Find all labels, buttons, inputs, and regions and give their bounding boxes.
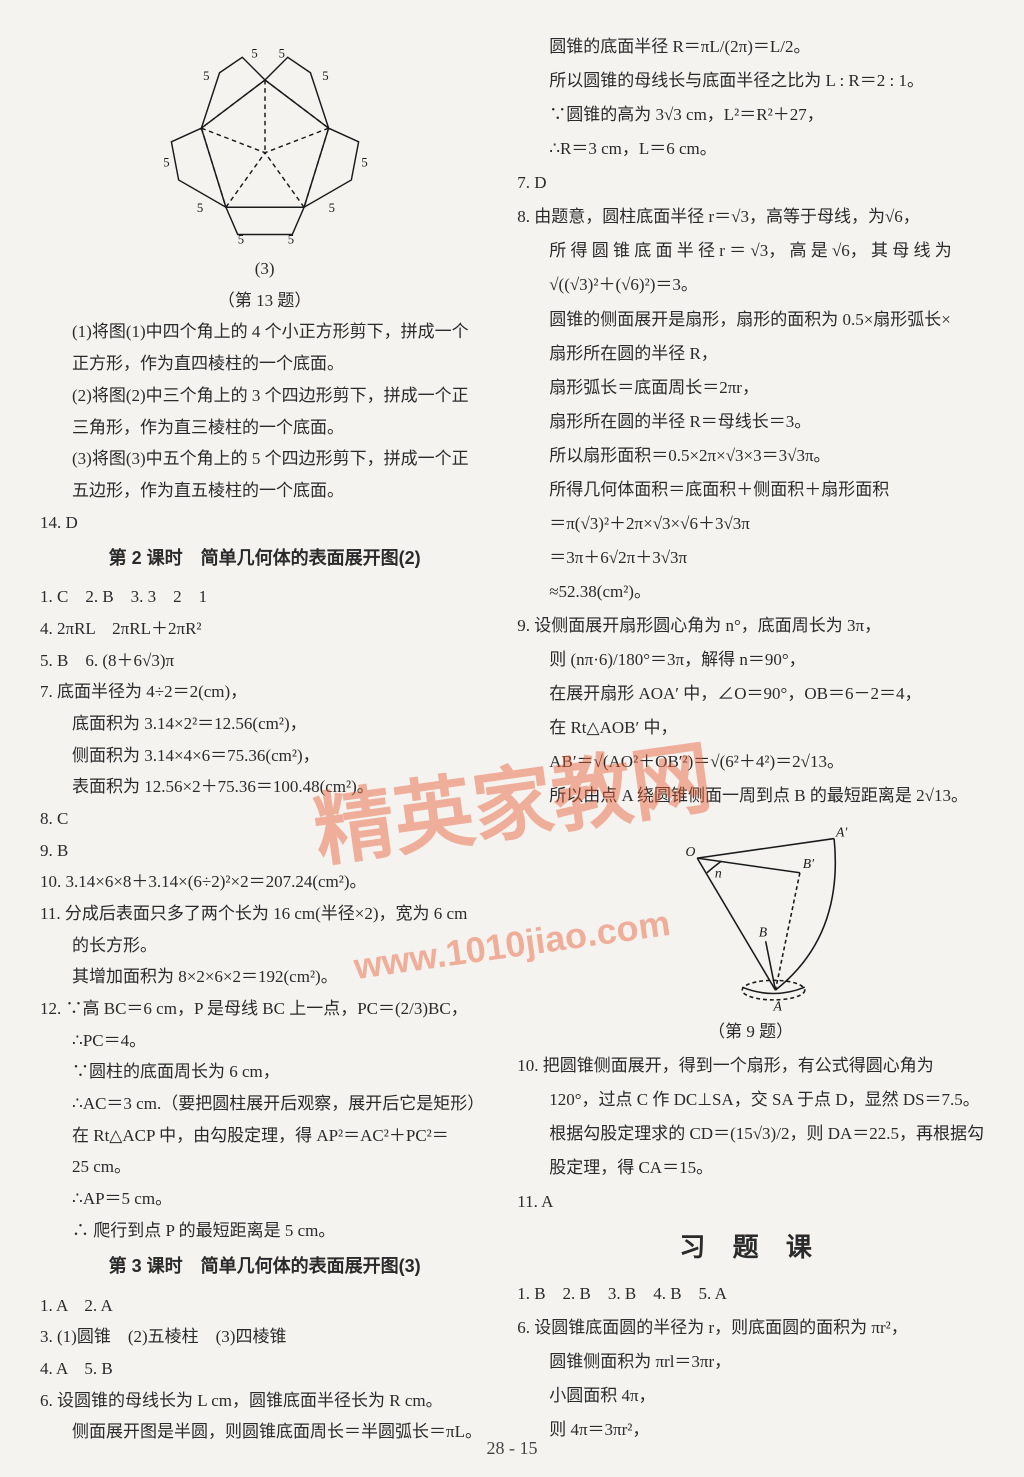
svg-text:n: n — [714, 866, 721, 881]
text: 其增加面积为 8×2×6×2＝192(cm²)。 — [40, 960, 489, 992]
text: ∴R＝3 cm，L＝6 cm。 — [517, 132, 984, 166]
text: 8. C — [40, 802, 489, 834]
text: 5. B 6. (8＋6√3)π — [40, 644, 489, 676]
text: (3)将图(3)中五个角上的 5 个四边形剪下，拼成一个正 — [40, 442, 489, 474]
text: 10. 把圆锥侧面展开，得到一个扇形，有公式得圆心角为 — [517, 1049, 984, 1083]
text: ＝3π＋6√2π＋3√3π — [517, 541, 984, 575]
left-column: 5 5 5 5 5 5 5 5 5 5 (3) （第 13 题） (1)将图(1)中四个角… — [40, 30, 489, 1447]
svg-text:5: 5 — [322, 69, 328, 83]
text: 120°，过点 C 作 DC⊥SA，交 SA 于点 D，显然 DS＝7.5。 — [517, 1083, 984, 1117]
text: ＝π(√3)²＋2π×√3×√6＋3√3π — [517, 507, 984, 541]
text: 小圆面积 4π， — [517, 1379, 984, 1413]
text: 所以由点 A 绕圆锥侧面一周到点 B 的最短距离是 2√13。 — [517, 779, 984, 813]
right-column: 圆锥的底面半径 R＝πL/(2π)＝L/2。 所以圆锥的母线长与底面半径之比为 … — [517, 30, 984, 1447]
svg-text:5: 5 — [278, 46, 284, 60]
text: (2)将图(2)中三个角上的 3 个四边形剪下，拼成一个正 — [40, 379, 489, 411]
fig9-caption: （第 9 题） — [517, 1015, 984, 1049]
text: ∴AC＝3 cm.（要把圆柱展开后观察，展开后它是矩形） — [40, 1087, 489, 1119]
svg-text:5: 5 — [251, 46, 257, 60]
text: 1. B 2. B 3. B 4. B 5. A — [517, 1277, 984, 1311]
text: ≈52.38(cm²)。 — [517, 575, 984, 609]
text: 五边形，作为直五棱柱的一个底面。 — [40, 474, 489, 506]
text: 所以圆锥的母线长与底面半径之比为 L : R＝2 : 1。 — [517, 64, 984, 98]
text: 底面积为 3.14×2²＝12.56(cm²)， — [40, 707, 489, 739]
text: (1)将图(1)中四个角上的 4 个小正方形剪下，拼成一个 — [40, 315, 489, 347]
text: 表面积为 12.56×2＋75.36＝100.48(cm²)。 — [40, 770, 489, 802]
svg-text:A: A — [772, 999, 782, 1014]
text: 则 (nπ·6)/180°＝3π，解得 n＝90°， — [517, 643, 984, 677]
svg-text:O: O — [685, 845, 695, 860]
svg-text:B: B — [758, 925, 767, 940]
text: 8. 由题意，圆柱底面半径 r＝√3，高等于母线，为√6， — [517, 200, 984, 234]
text: 扇形所在圆的半径 R， — [517, 337, 984, 371]
text: 在展开扇形 AOA′ 中，∠O＝90°，OB＝6－2＝4， — [517, 677, 984, 711]
svg-text:5: 5 — [287, 233, 293, 247]
text: 10. 3.14×6×8＋3.14×(6÷2)²×2＝207.24(cm²)。 — [40, 865, 489, 897]
text: 3. (1)圆锥 (2)五棱柱 (3)四棱锥 — [40, 1320, 489, 1352]
text: 11. 分成后表面只多了两个长为 16 cm(半径×2)，宽为 6 cm — [40, 897, 489, 929]
svg-text:5: 5 — [196, 201, 202, 215]
text: ∴ 爬行到点 P 的最短距离是 5 cm。 — [40, 1214, 489, 1246]
text: 在 Rt△AOB′ 中， — [517, 711, 984, 745]
text: 4. 2πRL 2πRL＋2πR² — [40, 612, 489, 644]
text: 11. A — [517, 1185, 984, 1219]
text: ∴AP＝5 cm。 — [40, 1182, 489, 1214]
text: 25 cm。 — [40, 1150, 489, 1182]
svg-text:B′: B′ — [802, 856, 814, 871]
page-container: 5 5 5 5 5 5 5 5 5 5 (3) （第 13 题） (1)将图(1)中四个角… — [40, 30, 984, 1447]
text: 4. A 5. B — [40, 1352, 489, 1384]
svg-text:5: 5 — [361, 155, 367, 169]
text: 圆锥侧面积为 πrl＝3πr， — [517, 1345, 984, 1379]
text: AB′＝√(AO²＋OB′²)＝√(6²＋4²)＝2√13。 — [517, 745, 984, 779]
text: 三角形，作为直三棱柱的一个底面。 — [40, 411, 489, 443]
text: 所得几何体面积＝底面积＋侧面积＋扇形面积 — [517, 473, 984, 507]
svg-text:5: 5 — [328, 201, 334, 215]
cone-unroll-diagram: O n A′ B′ B A — [646, 819, 856, 1015]
text: 7. D — [517, 166, 984, 200]
fig13-caption-a: (3) — [40, 252, 489, 284]
text: 12. ∵高 BC＝6 cm，P 是母线 BC 上一点，PC＝(2/3)BC， — [40, 992, 489, 1024]
exercise-title: 习 题 课 — [517, 1219, 984, 1276]
text: 圆锥的底面半径 R＝πL/(2π)＝L/2。 — [517, 30, 984, 64]
pentagon-diagram: 5 5 5 5 5 5 5 5 5 5 — [135, 30, 395, 248]
text: 扇形所在圆的半径 R＝母线长＝3。 — [517, 405, 984, 439]
text: 股定理，得 CA＝15。 — [517, 1151, 984, 1185]
text: 所 得 圆 锥 底 面 半 径 r ＝ √3， 高 是 √6， 其 母 线 为 — [517, 234, 984, 268]
text: 6. 设圆锥的母线长为 L cm，圆锥底面半径长为 R cm。 — [40, 1384, 489, 1416]
text: ∵圆锥的高为 3√3 cm，L²＝R²＋27， — [517, 98, 984, 132]
svg-text:A′: A′ — [835, 825, 848, 840]
text: 所以扇形面积＝0.5×2π×√3×3＝3√3π。 — [517, 439, 984, 473]
svg-text:5: 5 — [203, 69, 209, 83]
text: 在 Rt△ACP 中，由勾股定理，得 AP²＝AC²＋PC²＝ — [40, 1119, 489, 1151]
text: 7. 底面半径为 4÷2＝2(cm)， — [40, 675, 489, 707]
section-2-title: 第 2 课时 简单几何体的表面展开图(2) — [40, 537, 489, 580]
text: 正方形，作为直四棱柱的一个底面。 — [40, 347, 489, 379]
text: 根据勾股定理求的 CD＝(15√3)/2，则 DA＝22.5，再根据勾 — [517, 1117, 984, 1151]
text: 扇形弧长＝底面周长＝2πr， — [517, 371, 984, 405]
text: 9. 设侧面展开扇形圆心角为 n°，底面周长为 3π， — [517, 609, 984, 643]
text: 侧面积为 3.14×4×6＝75.36(cm²)， — [40, 739, 489, 771]
svg-text:5: 5 — [163, 155, 169, 169]
text: 的长方形。 — [40, 929, 489, 961]
text: 1. C 2. B 3. 3 2 1 — [40, 580, 489, 612]
answer-14: 14. D — [40, 506, 489, 538]
text: ∵圆柱的底面周长为 6 cm， — [40, 1055, 489, 1087]
page-number: 28 - 15 — [0, 1438, 1024, 1459]
section-3-title: 第 3 课时 简单几何体的表面展开图(3) — [40, 1245, 489, 1288]
text: 1. A 2. A — [40, 1289, 489, 1321]
text: √((√3)²＋(√6)²)＝3。 — [517, 268, 984, 302]
text: 9. B — [40, 834, 489, 866]
text: 圆锥的侧面展开是扇形，扇形的面积为 0.5×扇形弧长× — [517, 303, 984, 337]
text: 6. 设圆锥底面圆的半径为 r，则底面圆的面积为 πr²， — [517, 1311, 984, 1345]
svg-text:5: 5 — [237, 233, 243, 247]
fig13-caption-b: （第 13 题） — [40, 284, 489, 316]
text: ∴PC＝4。 — [40, 1024, 489, 1056]
